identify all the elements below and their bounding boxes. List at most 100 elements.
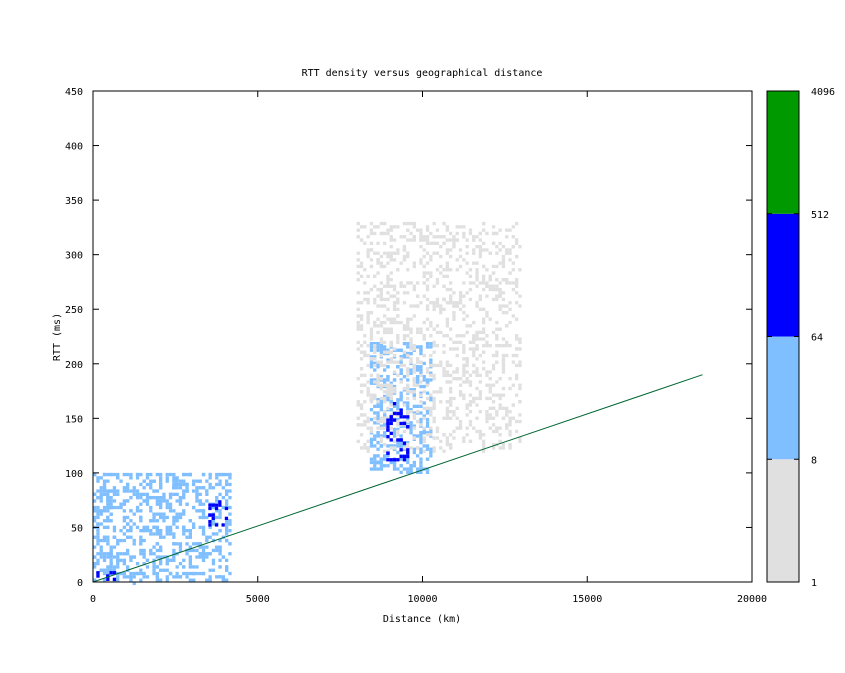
heatmap-cell [511,416,515,420]
heatmap-cell [383,454,387,458]
heatmap-cell [363,446,367,450]
heatmap-cell [475,370,479,374]
heatmap-cell [373,225,377,229]
heatmap-cell [389,225,393,229]
heatmap-cell [491,383,496,387]
axes: 0 5000 10000 15000 2000005010015020025030035… [65,87,767,605]
heatmap-cell [373,274,377,278]
heatmap-cell [228,522,232,526]
heatmap-cell [399,454,403,459]
heatmap-cell [99,489,103,493]
heatmap-cell [409,464,413,468]
heatmap-cell [412,434,416,438]
heatmap-cell [406,454,410,459]
heatmap-cell [198,555,202,559]
heatmap-cell [412,363,416,368]
heatmap-cell [389,390,393,394]
heatmap-cell [162,512,166,516]
heatmap-cell [109,502,113,506]
colorbar-tick-label: 1 [811,578,817,589]
heatmap-cell [116,476,120,480]
heatmap-cell [359,324,364,328]
heatmap-cell [106,489,110,493]
heatmap-cell [112,489,117,493]
heatmap-cell [396,467,400,471]
heatmap-cell [392,431,397,435]
heatmap-cell [119,479,123,483]
heatmap-cell [129,489,133,493]
heatmap-cell [442,284,446,288]
heatmap-cell [218,545,222,549]
heatmap-cell [228,542,232,546]
heatmap-cell [425,370,430,374]
heatmap-cell [165,515,169,520]
heatmap-cell [422,281,426,285]
heatmap-cell [422,439,426,443]
heatmap-cell [406,353,410,358]
heatmap-cell [363,353,367,358]
heatmap-cell [465,360,469,364]
heatmap-cell [419,423,423,427]
heatmap-cell [369,311,374,315]
heatmap-cell [389,235,393,239]
heatmap-cell [498,307,502,311]
heatmap-cell [386,261,390,265]
heatmap-cell [396,248,400,252]
heatmap-cell [109,552,113,556]
heatmap-cell [419,373,423,377]
heatmap-cell [406,320,410,325]
heatmap-cell [96,571,100,575]
heatmap-cell [452,291,456,295]
heatmap-cells [93,221,522,586]
heatmap-cell [383,264,387,269]
heatmap-cell [175,486,179,490]
heatmap-cell [373,404,377,408]
heatmap-cell [419,235,423,239]
heatmap-cell [152,489,156,493]
heatmap-cell [409,427,413,432]
heatmap-cell [369,348,374,352]
heatmap-cell [369,381,374,385]
heatmap-cell [168,529,173,533]
heatmap-cell [419,470,423,474]
heatmap-cell [435,241,440,245]
heatmap-cell [442,416,446,420]
heatmap-cell [406,373,410,377]
heatmap-cell [198,571,202,576]
heatmap-cell [366,254,370,259]
heatmap-cell [359,327,364,331]
heatmap-cell [211,568,216,572]
heatmap-cell [432,363,436,368]
heatmap-cell [139,578,143,582]
heatmap-cell [386,231,390,236]
heatmap-cell [175,479,179,483]
heatmap-cell [225,479,229,483]
heatmap-cell [425,431,430,435]
heatmap-cell [455,258,459,262]
heatmap-cell [122,575,126,579]
heatmap-cell [491,330,496,335]
heatmap-cell [93,565,97,569]
heatmap-cell [356,258,360,262]
heatmap-cell [379,231,383,236]
heatmap-cell [369,373,374,377]
heatmap-cell [462,334,466,338]
heatmap-cell [416,304,420,308]
heatmap-cell [402,337,407,341]
heatmap-cell [478,248,482,252]
heatmap-cell [221,486,225,490]
heatmap-cell [396,411,400,416]
heatmap-cell [425,406,430,410]
heatmap-cell [511,261,515,265]
heatmap-cell [376,225,380,229]
heatmap-cell [182,525,186,529]
heatmap-cell [392,439,397,443]
heatmap-cell [416,378,420,382]
heatmap-cell [359,261,364,265]
heatmap-cell [478,330,482,335]
heatmap-cell [501,393,506,397]
heatmap-cell [425,238,430,242]
heatmap-cell [132,486,136,490]
heatmap-cell [505,311,509,315]
